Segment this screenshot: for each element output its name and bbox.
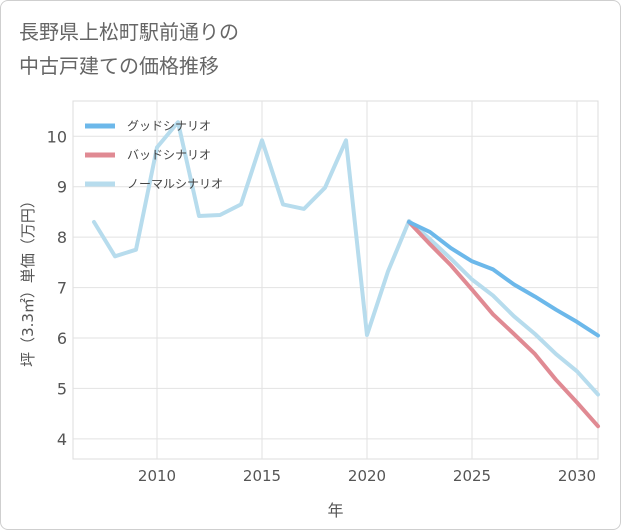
x-tick-label: 2030 — [558, 467, 596, 485]
y-tick-label: 4 — [57, 430, 67, 449]
grid-lines — [72, 100, 599, 460]
legend-label: バッドシナリオ — [127, 148, 211, 162]
y-tick-label: 10 — [47, 127, 67, 146]
y-tick-label: 5 — [57, 379, 67, 398]
x-tick-label: 2015 — [243, 467, 281, 485]
plot-area — [72, 100, 599, 460]
series-line-1 — [407, 220, 600, 338]
tick-labels: 2010 2015 2020 2025 2030 4 5 6 7 8 9 10 — [47, 127, 596, 485]
x-tick-label: 2025 — [453, 467, 491, 485]
y-axis-label: 坪（3.3㎡）単価（万円） — [19, 193, 37, 367]
legend-label: ノーマルシナリオ — [127, 177, 223, 191]
series-line-3 — [92, 120, 600, 397]
x-axis-label: 年 — [327, 501, 343, 520]
x-tick-label: 2020 — [348, 467, 386, 485]
y-tick-label: 8 — [57, 228, 67, 247]
x-tick-label: 2010 — [138, 467, 176, 485]
series-line-2 — [407, 220, 600, 429]
legend-label: グッドシナリオ — [127, 119, 211, 133]
series-lines — [92, 120, 600, 429]
y-tick-label: 6 — [57, 329, 67, 348]
y-tick-label: 9 — [57, 178, 67, 197]
chart-title: 長野県上松町駅前通りの 中古戸建ての価格推移 — [19, 20, 239, 78]
y-tick-label: 7 — [57, 279, 67, 298]
